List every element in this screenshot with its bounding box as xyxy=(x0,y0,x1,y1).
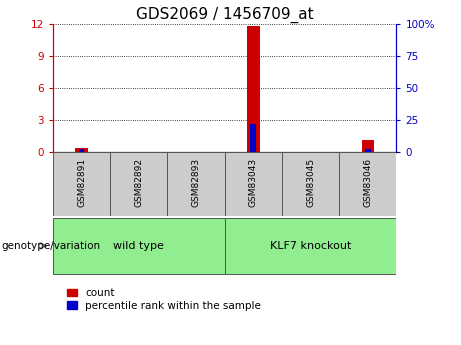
Text: GSM82893: GSM82893 xyxy=(192,158,201,207)
FancyBboxPatch shape xyxy=(53,218,225,274)
FancyBboxPatch shape xyxy=(110,152,167,216)
Title: GDS2069 / 1456709_at: GDS2069 / 1456709_at xyxy=(136,7,313,23)
Bar xyxy=(247,26,260,152)
FancyBboxPatch shape xyxy=(53,152,110,216)
Bar xyxy=(365,149,371,152)
Bar xyxy=(79,149,84,152)
Text: GSM82892: GSM82892 xyxy=(134,158,143,207)
Bar xyxy=(250,124,256,152)
Bar xyxy=(75,148,88,152)
Text: genotype/variation: genotype/variation xyxy=(1,241,100,251)
Bar xyxy=(361,140,374,152)
Text: GSM83045: GSM83045 xyxy=(306,158,315,207)
Text: GSM83046: GSM83046 xyxy=(363,158,372,207)
Legend: count, percentile rank within the sample: count, percentile rank within the sample xyxy=(67,288,261,311)
Text: GSM83043: GSM83043 xyxy=(249,158,258,207)
FancyBboxPatch shape xyxy=(339,152,396,216)
Text: KLF7 knockout: KLF7 knockout xyxy=(270,241,351,251)
Text: GSM82891: GSM82891 xyxy=(77,158,86,207)
FancyBboxPatch shape xyxy=(167,152,225,216)
Text: wild type: wild type xyxy=(113,241,164,251)
FancyBboxPatch shape xyxy=(225,218,396,274)
FancyBboxPatch shape xyxy=(282,152,339,216)
FancyBboxPatch shape xyxy=(225,152,282,216)
